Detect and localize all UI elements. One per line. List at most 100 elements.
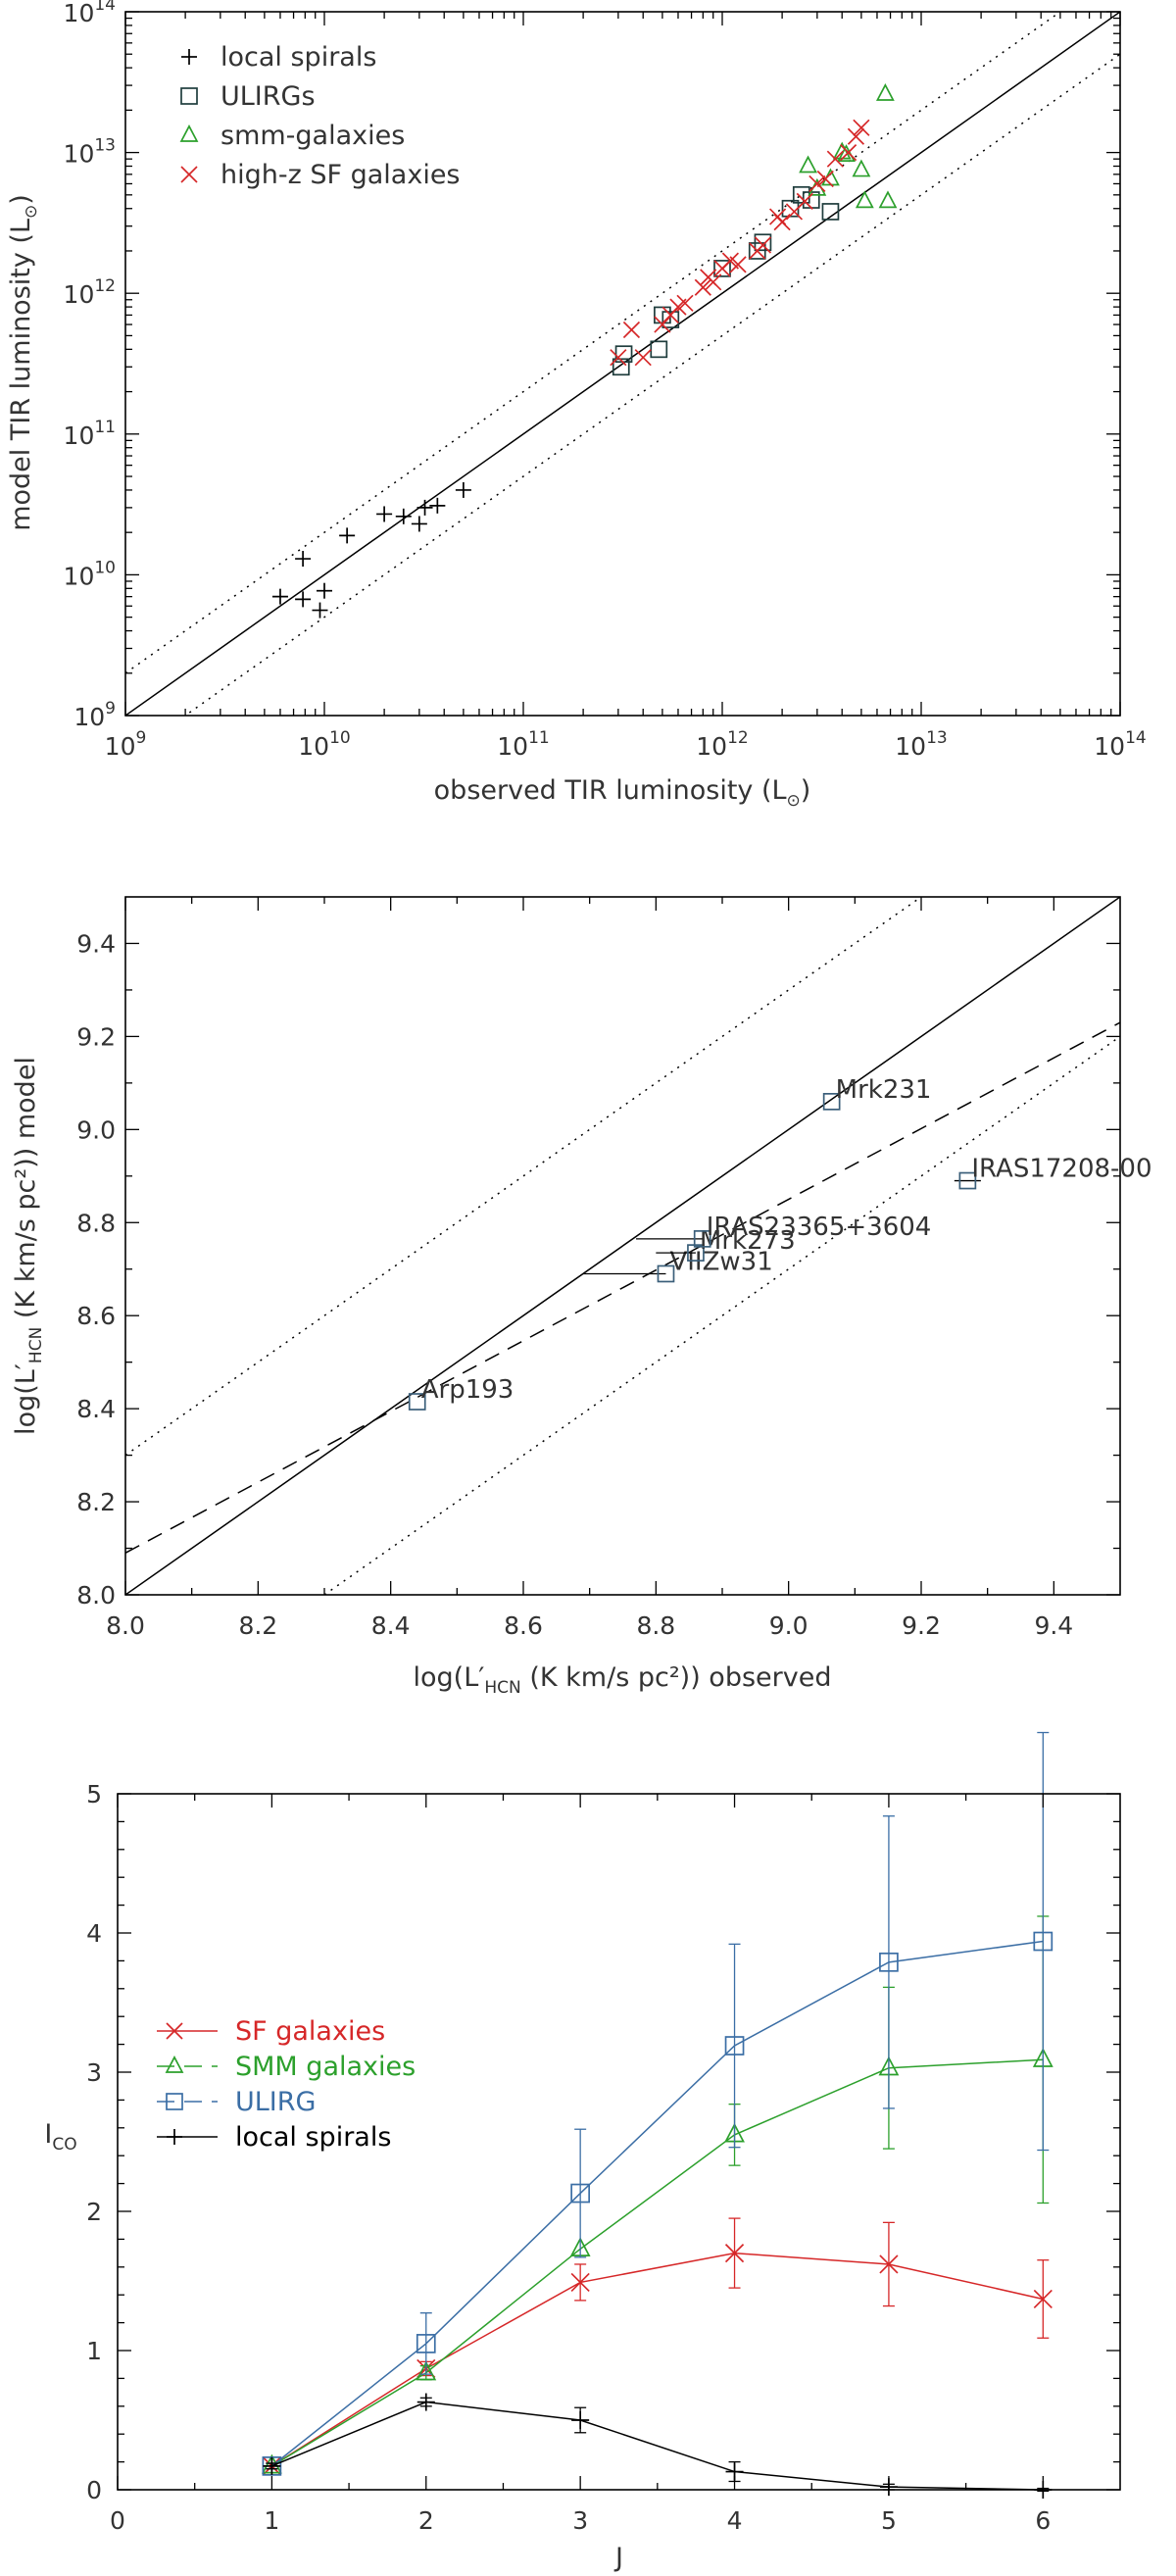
square-marker — [166, 2093, 183, 2110]
y-tick-label: 9.2 — [76, 1022, 116, 1051]
plus-marker — [571, 2411, 590, 2429]
square-marker — [713, 260, 731, 277]
x-marker — [654, 316, 671, 333]
x-tick-label: 1 — [264, 2506, 279, 2535]
series-line — [270, 2252, 1044, 2467]
square-marker — [693, 1230, 711, 1248]
y-axis-label: ICO — [44, 2119, 76, 2155]
x-tick-label: 3 — [572, 2506, 588, 2535]
triangle-marker — [179, 124, 199, 142]
square-marker — [657, 1264, 675, 1283]
y-tick-label: 109 — [74, 699, 116, 731]
square-marker — [570, 2183, 591, 2204]
one-to-one-line — [125, 12, 1120, 716]
point-label: IRAS23365+3604 — [707, 1213, 932, 1242]
x-marker — [166, 2022, 183, 2040]
x-tick-label: 6 — [1035, 2506, 1051, 2535]
x-tick-label: 109 — [105, 728, 147, 761]
square-marker — [408, 1393, 426, 1411]
x-marker — [808, 174, 826, 193]
marker-stroke — [796, 192, 813, 210]
y-tick-label: 8.6 — [76, 1302, 116, 1330]
y-tick-label: 1013 — [64, 136, 116, 169]
x-marker — [724, 2243, 745, 2263]
x-tick-label: 1010 — [298, 728, 350, 761]
y-tick-label: 5 — [86, 1780, 102, 1808]
x-marker — [610, 349, 627, 367]
x-axis-label: observed TIR luminosity (L⊙) — [434, 775, 811, 811]
plus-marker — [295, 551, 312, 568]
upper-dotted-line — [125, 897, 923, 1457]
series-ulirgs — [612, 185, 840, 376]
series-local-spirals — [263, 2393, 1053, 2499]
y-tick-label: 1010 — [64, 558, 116, 590]
x-marker — [839, 143, 858, 162]
x-tick-label: 9.0 — [769, 1611, 808, 1640]
point-label: IRAS17208-00 — [971, 1155, 1152, 1184]
triangle-marker — [416, 2360, 437, 2381]
y-tick-label: 1014 — [64, 0, 116, 27]
plot-frame — [124, 896, 1121, 1596]
labeled-point: IRAS17208-00 — [954, 1155, 1152, 1190]
legend-label: smm-galaxies — [220, 121, 405, 151]
point-label: Mrk273 — [700, 1226, 796, 1256]
x-marker — [180, 166, 198, 183]
legend-entry: high-z SF galaxies — [180, 160, 461, 190]
x-marker — [705, 273, 722, 291]
marker-stroke — [847, 127, 865, 145]
labeled-point: Arp193 — [408, 1375, 514, 1411]
series-line — [271, 2401, 1044, 2491]
x-marker — [847, 127, 865, 145]
square-marker — [662, 311, 680, 328]
triangle-marker — [878, 190, 898, 209]
reference-lines — [125, 897, 1120, 1595]
data-series — [261, 1731, 1054, 2499]
plus-marker — [416, 499, 433, 516]
x-marker — [634, 349, 652, 367]
square-marker — [687, 1244, 705, 1262]
marker-stroke — [754, 236, 772, 254]
x-marker — [879, 2254, 899, 2274]
marker-stroke — [808, 174, 826, 193]
one-to-one-line — [125, 897, 1120, 1595]
x-tick-label: 2 — [418, 2506, 434, 2535]
y-tick-label: 9.0 — [76, 1115, 116, 1144]
x-tick-label: 0 — [110, 2506, 125, 2535]
x-tick-label: 8.4 — [371, 1611, 411, 1640]
legend-label: ULIRG — [235, 2087, 316, 2117]
series-high-z-sf-galaxies — [610, 119, 870, 367]
triangle-marker — [855, 190, 874, 209]
legend-label: high-z SF galaxies — [220, 160, 461, 190]
x-marker — [676, 294, 694, 312]
x-marker — [694, 278, 711, 296]
x-marker — [622, 321, 641, 339]
marker-stroke — [166, 2022, 183, 2040]
x-tick-label: 1013 — [895, 728, 947, 761]
y-axis-label: model TIR luminosity (L⊙) — [6, 194, 41, 531]
marker-stroke — [634, 349, 652, 367]
plus-marker — [395, 508, 412, 524]
plus-marker — [455, 481, 471, 498]
triangle-marker — [852, 159, 871, 177]
dashed-fit-line — [125, 1021, 1120, 1554]
y-tick-label: 8.2 — [76, 1488, 116, 1516]
triangle-marker — [799, 155, 817, 173]
marker-stroke — [826, 150, 844, 168]
square-marker — [879, 1952, 899, 1972]
x-marker — [754, 236, 772, 254]
legend-label: local spirals — [220, 42, 376, 73]
marker-stroke — [180, 166, 198, 183]
x-tick-label: 4 — [727, 2506, 743, 2535]
series-smm-galaxies — [261, 1915, 1054, 2474]
legend-entry: ULIRG — [157, 2087, 316, 2117]
square-marker — [1033, 1931, 1054, 1952]
legend: SF galaxies SMM galaxies ULIRG local spiral… — [157, 2016, 416, 2153]
y-tick-label: 1011 — [64, 418, 116, 450]
legend-label: SF galaxies — [235, 2016, 385, 2047]
x-marker — [570, 2272, 590, 2293]
plus-marker — [416, 2393, 435, 2411]
x-tick-label: 8.2 — [238, 1611, 277, 1640]
